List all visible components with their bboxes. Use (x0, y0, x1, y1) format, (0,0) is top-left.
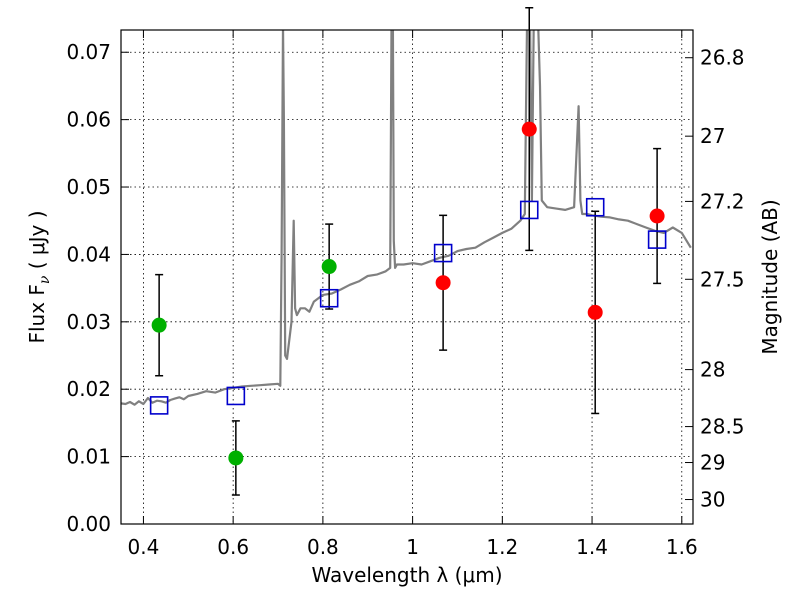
observed-photometry-points (151, 121, 665, 466)
axis-ticks (121, 30, 693, 525)
error-bars (155, 7, 662, 496)
x-tick-label: 0.8 (307, 535, 339, 559)
observed-optical-point (228, 450, 244, 466)
model-photometry-squares (149, 197, 667, 415)
model-photometry-square (647, 230, 667, 249)
model-photometry-square (149, 396, 169, 415)
observed-optical-point (321, 259, 337, 275)
plot-frame (120, 29, 694, 525)
model-photometry-square (585, 197, 605, 217)
magnitude-tick-label: 27 (700, 124, 725, 148)
magnitude-tick-label: 27.2 (700, 189, 745, 213)
magnitude-tick-label: 30 (700, 488, 725, 512)
magnitude-tick-labels: 26.8 27 27.2 27.5 28 28.5 29 30 (700, 46, 745, 512)
magnitude-axis-title: Magnitude (AB) (758, 199, 782, 354)
y-axis-title: Flux Fν ( μJy ) (25, 210, 53, 343)
model-spectrum (121, 30, 692, 406)
model-photometry-square (319, 288, 339, 308)
y-tick-label: 0.04 (66, 242, 111, 266)
model-photometry-square (519, 200, 539, 220)
observed-ir-point (649, 208, 665, 224)
x-tick-label: 0.6 (217, 535, 249, 559)
model-photometry-square (433, 243, 453, 263)
x-tick-label: 0.4 (128, 535, 160, 559)
magnitude-tick-label: 28 (700, 358, 725, 382)
magnitude-tick-label: 26.8 (700, 46, 745, 70)
observed-ir-point (435, 275, 451, 291)
y-tick-label: 0.06 (66, 108, 111, 132)
x-tick-label: 1.2 (486, 535, 518, 559)
y-tick-labels: 0.00 0.01 0.02 0.03 0.04 0.05 0.06 0.07 (66, 40, 111, 536)
grid-lines (121, 30, 693, 525)
magnitude-tick-label: 28.5 (700, 415, 745, 439)
x-tick-label: 1 (406, 535, 419, 559)
x-tick-label: 1.4 (576, 535, 608, 559)
y-tick-label: 0.07 (66, 40, 111, 64)
x-tick-label: 1.6 (666, 535, 698, 559)
magnitude-tick-label: 27.5 (700, 267, 745, 291)
model-photometry-square (226, 386, 246, 406)
magnitude-tick-label: 29 (700, 451, 725, 475)
y-tick-label: 0.02 (66, 377, 111, 401)
observed-ir-point (521, 121, 537, 137)
y-tick-label: 0.00 (66, 512, 111, 536)
y-tick-label: 0.05 (66, 175, 111, 199)
spectrum-line (121, 30, 692, 406)
observed-optical-point (151, 317, 167, 333)
x-tick-labels: 0.4 0.6 0.8 1 1.2 1.4 1.6 (128, 535, 698, 559)
x-axis-title: Wavelength λ (μm) (311, 563, 502, 587)
observed-ir-point (587, 304, 603, 320)
y-tick-label: 0.03 (66, 310, 111, 334)
y-tick-label: 0.01 (66, 445, 111, 469)
